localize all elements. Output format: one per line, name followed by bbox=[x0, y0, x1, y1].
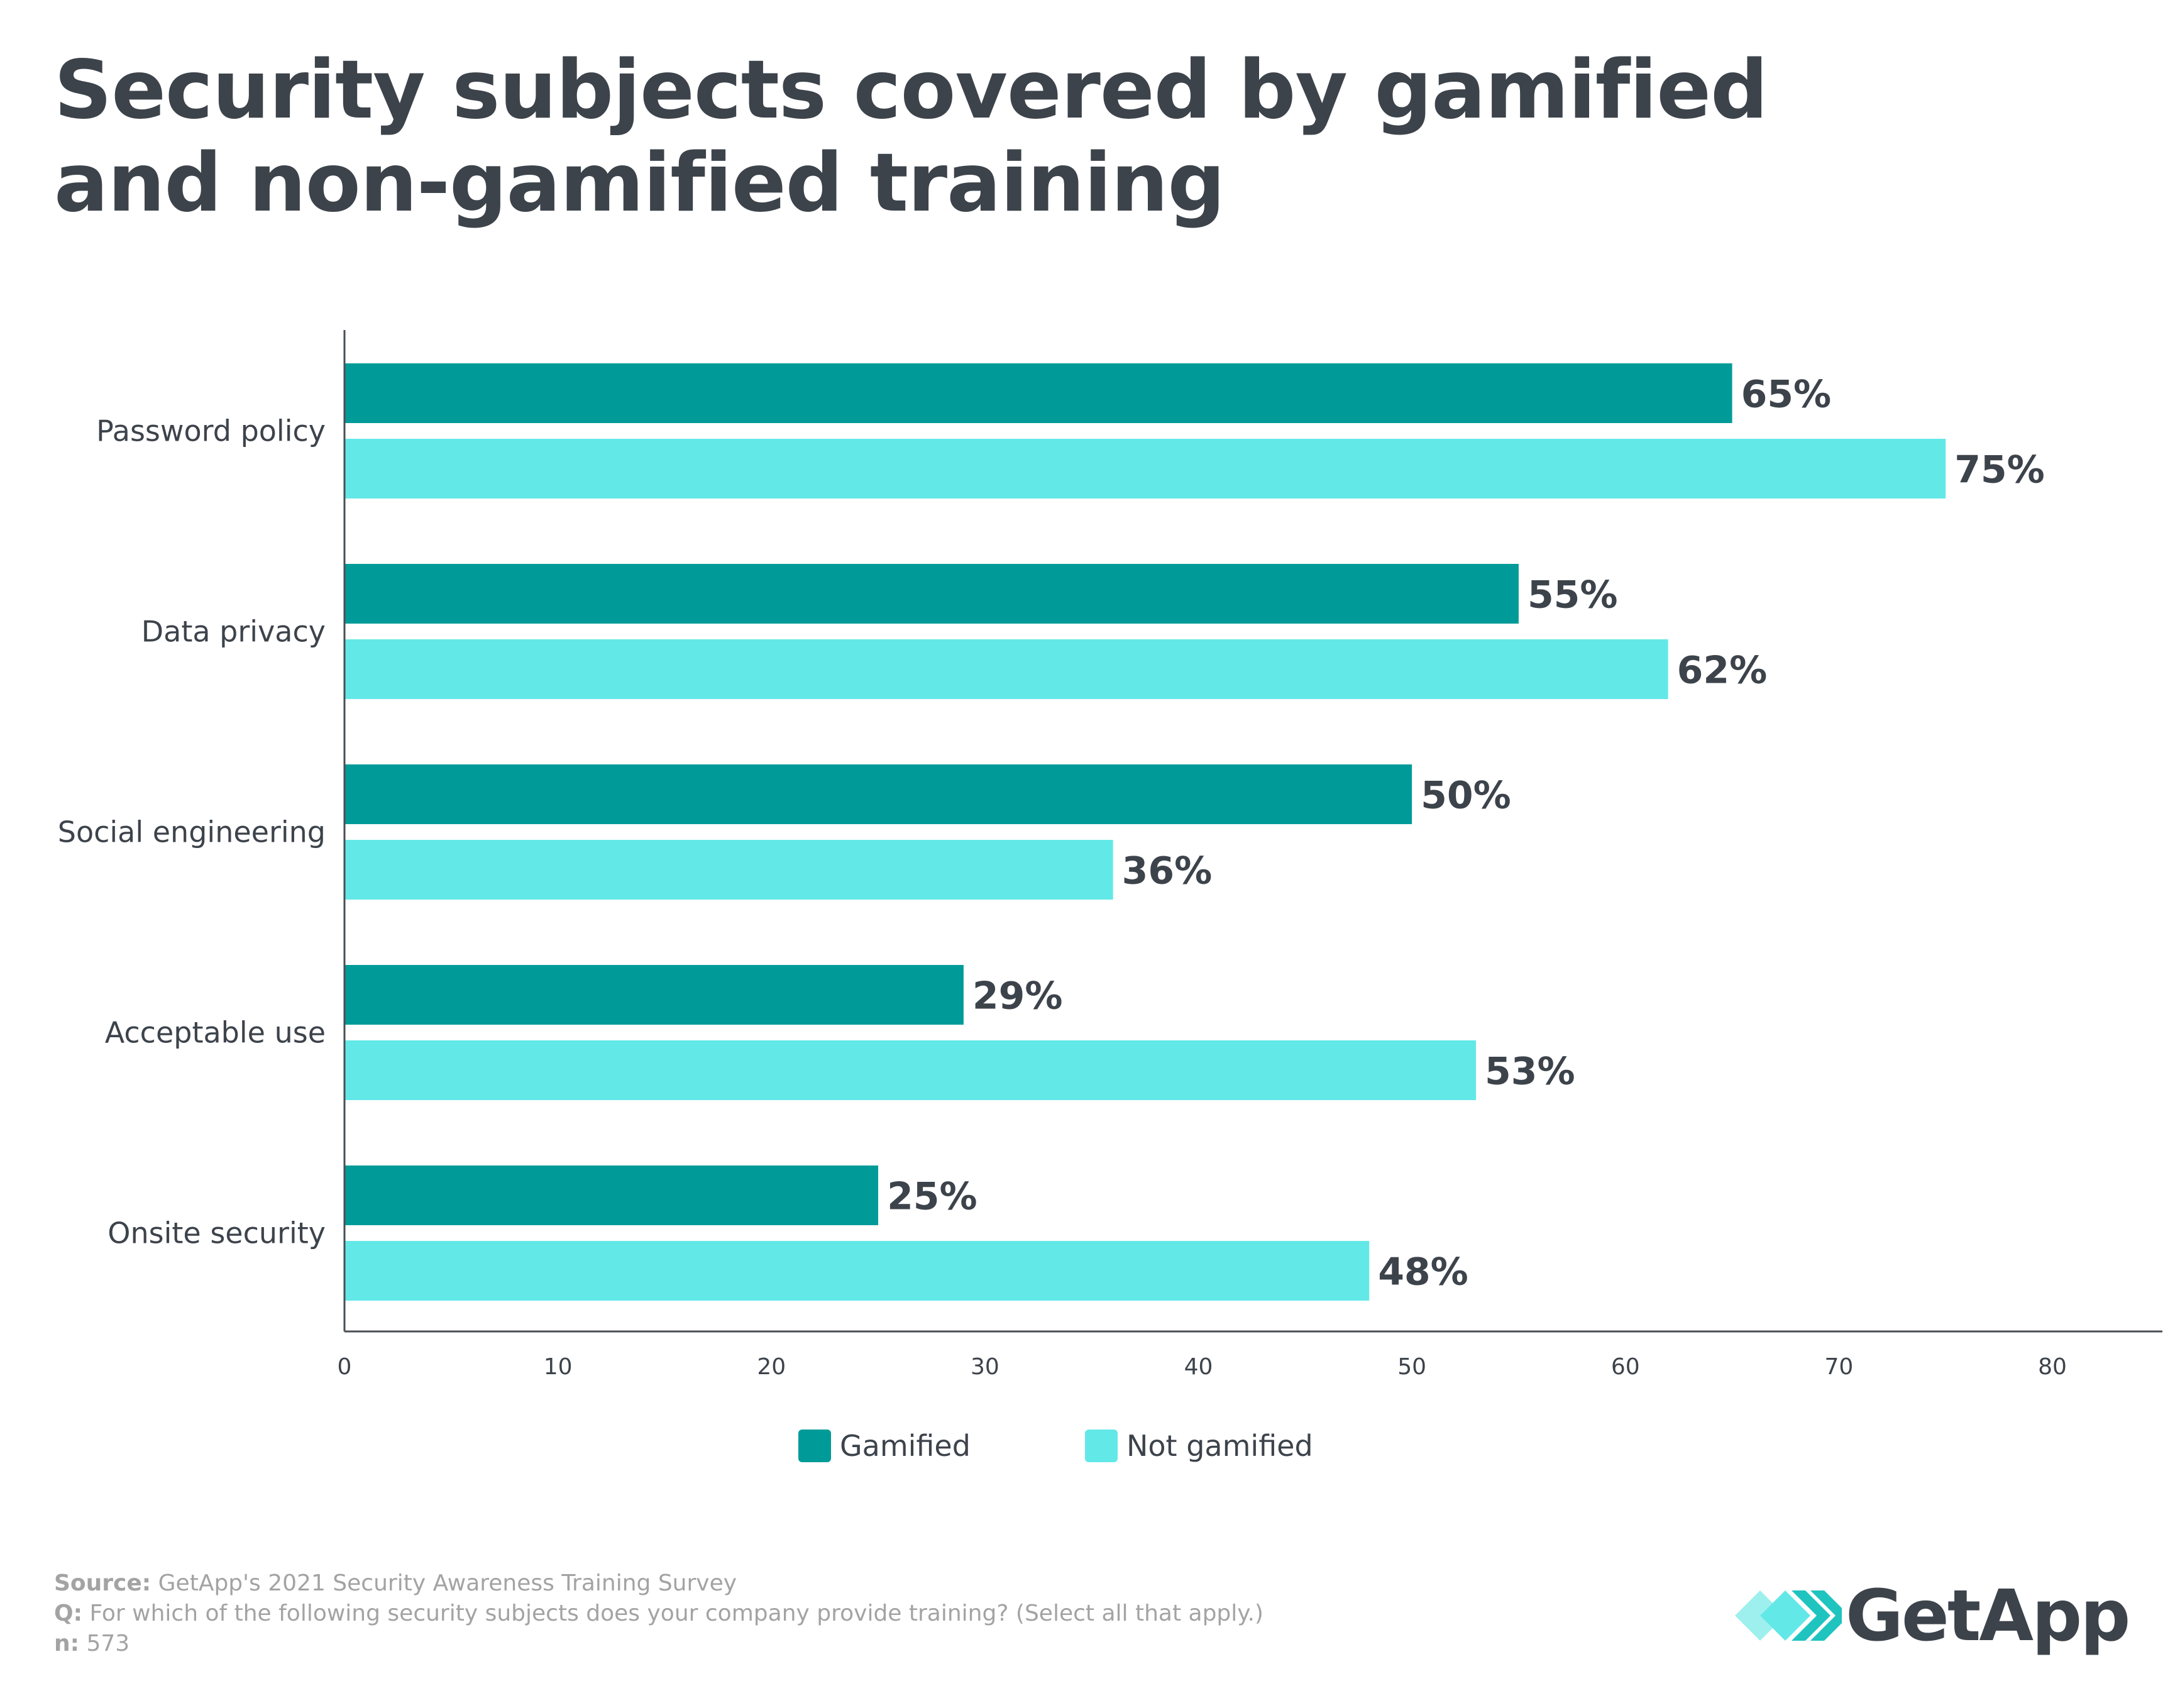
x-tick-label-10: 10 bbox=[544, 1354, 573, 1380]
data-label-acceptable-use-not-gamified: 53% bbox=[1485, 1050, 1575, 1094]
bars-group: 65% 75% 55% 62% 50% 36% 29% 53% 25% 48% bbox=[344, 363, 2045, 1301]
sample-label: n: bbox=[54, 1631, 80, 1656]
legend-swatch-gamified bbox=[798, 1430, 831, 1462]
bar-data-privacy-not-gamified bbox=[344, 639, 1668, 699]
question-label: Q: bbox=[54, 1601, 82, 1626]
legend-swatch-not-gamified bbox=[1085, 1430, 1118, 1462]
bar-password-policy-gamified bbox=[344, 363, 1732, 423]
legend-label-gamified: Gamified bbox=[840, 1429, 971, 1463]
getapp-logo: GetApp bbox=[1735, 1572, 2130, 1660]
source-line: Source: GetApp's 2021 Security Awareness… bbox=[54, 1568, 1563, 1599]
getapp-chevrons-icon bbox=[1735, 1590, 1849, 1641]
data-label-acceptable-use-gamified: 29% bbox=[972, 974, 1063, 1018]
bar-data-privacy-gamified bbox=[344, 564, 1519, 624]
data-label-onsite-security-not-gamified: 48% bbox=[1378, 1250, 1468, 1294]
data-label-password-policy-gamified: 65% bbox=[1741, 373, 1832, 417]
axes-group: Password policy Data privacy Social engine… bbox=[58, 330, 2162, 1380]
bar-acceptable-use-not-gamified bbox=[344, 1040, 1477, 1100]
category-label-acceptable-use: Acceptable use bbox=[105, 1016, 326, 1050]
getapp-logo-text: GetApp bbox=[1846, 1575, 2130, 1657]
data-label-password-policy-not-gamified: 75% bbox=[1954, 448, 2045, 492]
footer: Source: GetApp's 2021 Security Awareness… bbox=[54, 1568, 1563, 1659]
data-label-social-engineering-gamified: 50% bbox=[1421, 774, 1511, 818]
data-label-social-engineering-not-gamified: 36% bbox=[1122, 849, 1213, 893]
bar-password-policy-not-gamified bbox=[344, 439, 1946, 499]
question-text: For which of the following security subj… bbox=[89, 1601, 1263, 1626]
legend-label-not-gamified: Not gamified bbox=[1126, 1429, 1313, 1463]
x-tick-label-0: 0 bbox=[338, 1354, 352, 1380]
bar-acceptable-use-gamified bbox=[344, 965, 964, 1025]
sample-line: n: 573 bbox=[54, 1629, 1563, 1659]
sample-text: 573 bbox=[86, 1631, 130, 1656]
bar-onsite-security-not-gamified bbox=[344, 1241, 1370, 1301]
x-tick-label-20: 20 bbox=[757, 1354, 786, 1380]
x-tick-label-30: 30 bbox=[971, 1354, 999, 1380]
data-label-data-privacy-gamified: 55% bbox=[1528, 573, 1618, 617]
category-label-social-engineering: Social engineering bbox=[58, 815, 326, 849]
x-tick-label-70: 70 bbox=[1824, 1354, 1853, 1380]
bar-onsite-security-gamified bbox=[344, 1165, 879, 1225]
bar-chart: 65% 75% 55% 62% 50% 36% 29% 53% 25% 48% Password … bbox=[58, 330, 2162, 1463]
source-label: Source: bbox=[54, 1570, 151, 1596]
bar-social-engineering-not-gamified bbox=[344, 840, 1113, 900]
x-tick-label-50: 50 bbox=[1397, 1354, 1426, 1380]
legend: Gamified Not gamified bbox=[798, 1429, 1313, 1463]
x-tick-label-40: 40 bbox=[1184, 1354, 1213, 1380]
question-line: Q: For which of the following security s… bbox=[54, 1599, 1563, 1629]
x-tick-label-60: 60 bbox=[1611, 1354, 1640, 1380]
data-label-onsite-security-gamified: 25% bbox=[887, 1175, 977, 1219]
chart-title: Security subjects covered by gamified an… bbox=[54, 43, 1768, 230]
x-tick-label-80: 80 bbox=[2038, 1354, 2067, 1380]
bar-social-engineering-gamified bbox=[344, 764, 1412, 824]
category-label-password-policy: Password policy bbox=[96, 414, 326, 448]
category-label-data-privacy: Data privacy bbox=[141, 615, 326, 649]
category-label-onsite-security: Onsite security bbox=[107, 1216, 326, 1250]
source-text: GetApp's 2021 Security Awareness Trainin… bbox=[158, 1570, 737, 1596]
data-label-data-privacy-not-gamified: 62% bbox=[1677, 649, 1768, 693]
